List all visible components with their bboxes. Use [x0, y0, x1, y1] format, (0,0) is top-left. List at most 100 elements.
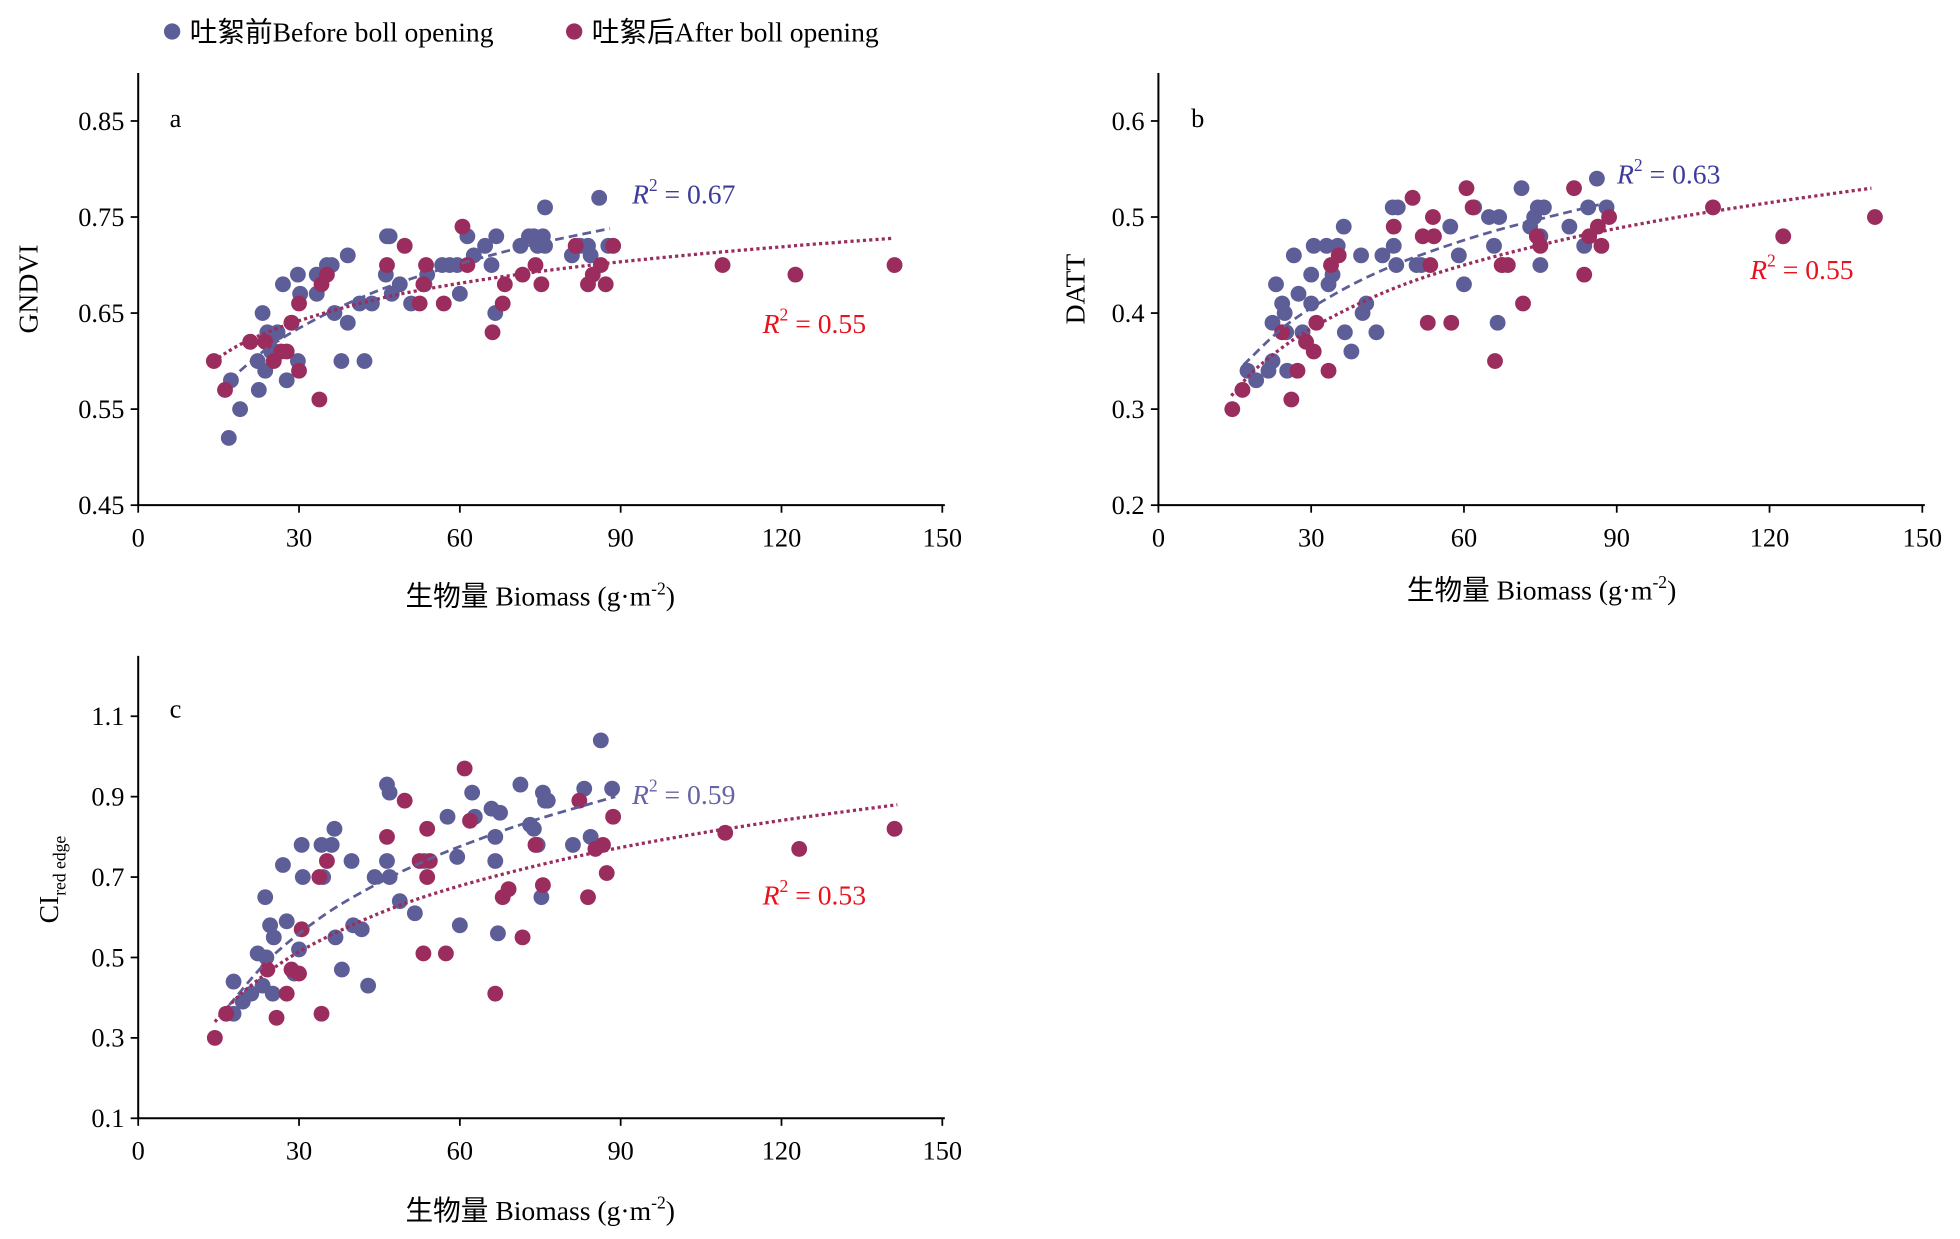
scatter-point: [1464, 199, 1481, 216]
scatter-point: [291, 295, 307, 312]
scatter-point: [319, 853, 335, 869]
scatter-point: [1532, 237, 1549, 254]
scatter-point: [537, 199, 553, 216]
scatter-point: [264, 985, 281, 1002]
x-tick-label: 60: [1451, 523, 1477, 553]
scatter-point: [1290, 285, 1307, 302]
r-squared-label: R2 = 0.55: [762, 304, 866, 339]
scatter-point: [1224, 401, 1241, 418]
r-squared-exponent: 2: [649, 175, 658, 195]
scatter-point: [787, 266, 804, 283]
x-tick-label: 0: [1152, 523, 1165, 553]
x-tick-label: 120: [762, 523, 802, 553]
scatter-point: [217, 382, 233, 398]
scatter-point: [289, 266, 306, 283]
scatter-point: [1343, 343, 1360, 360]
scatter-point: [477, 237, 494, 254]
r-squared-exponent: 2: [780, 304, 789, 324]
scatter-point: [1264, 314, 1281, 331]
scatter-point: [487, 985, 504, 1002]
scatter-point: [1368, 324, 1385, 341]
scatter-point: [592, 732, 609, 749]
scatter-point: [435, 295, 452, 312]
scatter-point: [278, 913, 295, 930]
scatter-point: [1289, 362, 1306, 379]
panel-b: 0 30 60 90 120 150 0.2 0.3 0.4 0.5 0.6 b DATT 生物量 Bio…: [1059, 72, 1943, 605]
scatter-point: [496, 276, 513, 293]
scatter-point: [360, 977, 377, 994]
scatter-point: [533, 276, 550, 293]
panel-letter: c: [170, 694, 182, 724]
scatter-point: [597, 276, 614, 293]
scatter-point: [1268, 276, 1284, 293]
x-tick-label: 0: [132, 523, 145, 553]
scatter-point: [533, 889, 550, 906]
r-squared-symbol: R: [1616, 159, 1634, 190]
r-squared-label: R2 = 0.59: [631, 776, 735, 811]
x-axis-title-close: ): [666, 581, 675, 612]
x-tick-label: 150: [923, 1136, 963, 1166]
r-squared-value: = 0.63: [1643, 159, 1721, 190]
scatter-point: [257, 333, 274, 350]
scatter-point: [353, 921, 370, 938]
scatter-point: [1422, 257, 1439, 273]
scatter-point: [379, 853, 395, 869]
y-tick-label: 0.9: [91, 781, 124, 811]
legend-label-after: 吐絮后After boll opening: [592, 17, 879, 48]
scatter-point: [1593, 237, 1610, 254]
scatter-point: [527, 836, 544, 853]
scatter-point: [1234, 382, 1251, 398]
scatter-point: [278, 985, 295, 1002]
scatter-point: [294, 869, 311, 885]
scatter-point: [242, 333, 259, 350]
x-tick-label: 0: [132, 1136, 145, 1166]
scatter-point: [339, 314, 356, 331]
scatter-point: [512, 776, 529, 793]
scatter-point: [1515, 295, 1531, 312]
y-axis-title-main: GNDVI: [13, 245, 44, 334]
r-squared-symbol: R: [762, 880, 780, 911]
scatter-point: [1276, 305, 1293, 321]
scatter-point: [381, 228, 398, 245]
panel-c: 0 30 60 90 120 150 0.1 0.3 0.5 0.7 0.9 1.1 c CIred ed…: [33, 655, 963, 1226]
r-squared-exponent: 2: [649, 776, 658, 796]
scatter-point: [462, 812, 478, 829]
r-squared-value: = 0.59: [658, 779, 736, 810]
scatter-point: [487, 828, 504, 845]
scatter-point: [1308, 314, 1325, 331]
scatter-point: [268, 1009, 285, 1026]
scatter-point: [1336, 324, 1353, 341]
scatter-point: [323, 836, 340, 853]
x-axis-title: 生物量 Biomass (g·m-2): [1407, 572, 1676, 605]
scatter-point: [576, 780, 593, 797]
scatter-point: [567, 237, 584, 254]
scatter-point: [1443, 314, 1460, 331]
x-tick-label: 150: [1903, 523, 1943, 553]
scatter-point: [278, 343, 295, 360]
scatter-point: [1499, 257, 1516, 273]
scatter-point: [232, 401, 249, 418]
scatter-point: [1385, 218, 1402, 235]
scatter-point: [1303, 266, 1320, 283]
scatter-point: [1264, 353, 1281, 369]
trend-curve: [213, 803, 898, 1023]
y-axis-title: DATT: [1059, 254, 1090, 325]
panel-a: 0 30 60 90 120 150 0.45 0.55 0.65 0.75 0.85 a GNDVI 生…: [13, 72, 962, 612]
scatter-point: [490, 925, 506, 942]
x-axis-title-superscript: -2: [651, 578, 666, 598]
series-points: [1239, 170, 1615, 389]
scatter-point: [259, 961, 276, 978]
scatter-point: [1489, 314, 1506, 331]
scatter-point: [391, 276, 408, 293]
scatter-point: [605, 808, 622, 825]
scatter-point: [379, 828, 395, 845]
scatter-point: [1285, 247, 1302, 264]
legend-marker-after: [566, 23, 583, 40]
scatter-point: [1385, 237, 1402, 254]
r-squared-label: R2 = 0.67: [631, 175, 736, 210]
scatter-point: [565, 836, 581, 853]
y-tick-label: 0.7: [91, 862, 124, 892]
scatter-point: [381, 869, 398, 885]
x-tick-label: 120: [1750, 523, 1790, 553]
